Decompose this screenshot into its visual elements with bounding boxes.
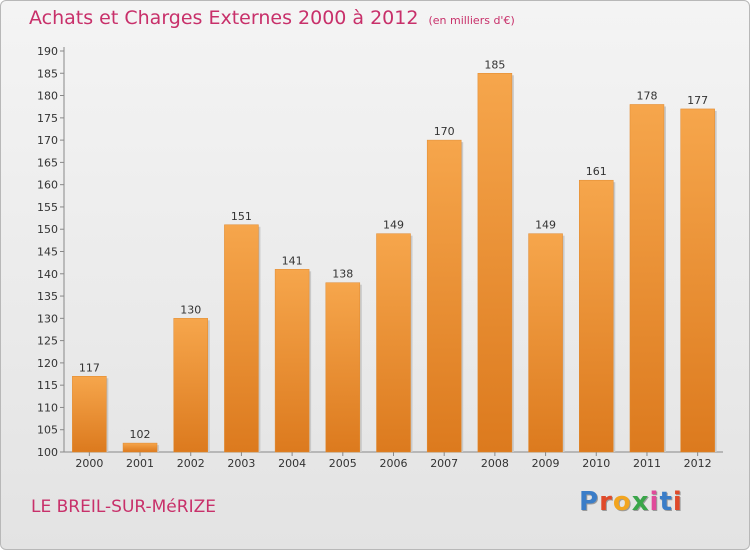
x-tick-label: 2003 [227, 457, 255, 470]
proxiti-logo[interactable]: Proxiti [579, 487, 683, 517]
y-tick-label: 155 [37, 201, 58, 214]
y-tick-label: 150 [37, 223, 58, 236]
chart-title: Achats et Charges Externes 2000 à 2012 [29, 7, 419, 29]
data-label: 117 [79, 361, 100, 374]
data-label: 149 [535, 219, 556, 232]
bar [629, 104, 665, 453]
logo-letter: x [631, 487, 650, 517]
x-tick-label: 2011 [633, 457, 661, 470]
y-tick-label: 165 [37, 156, 58, 169]
x-tick-label: 2006 [380, 457, 408, 470]
y-tick-label: 120 [37, 357, 58, 370]
bar [72, 376, 107, 453]
data-label: 170 [434, 125, 455, 138]
data-label: 161 [586, 165, 607, 178]
data-label: 151 [231, 210, 252, 223]
bar [325, 282, 361, 453]
x-tick-label: 2010 [582, 457, 610, 470]
y-tick-label: 190 [37, 45, 58, 58]
chart-labels: 2000 117 2001 102 2002 130 2003 151 2004 141 2005 1… [75, 58, 711, 470]
data-label: 138 [332, 268, 353, 281]
chart-title-row: Achats et Charges Externes 2000 à 2012 (e… [29, 7, 515, 29]
data-label: 102 [130, 428, 151, 441]
bar [528, 233, 563, 453]
logo-letter: r [599, 487, 613, 517]
y-tick-label: 100 [37, 446, 58, 459]
logo-letter: i [672, 487, 683, 517]
x-tick-label: 2009 [532, 457, 560, 470]
bar [477, 73, 513, 453]
logo-letter: t [659, 487, 673, 517]
y-tick-label: 140 [37, 268, 58, 281]
data-label: 141 [282, 254, 303, 267]
y-tick-label: 110 [37, 401, 58, 414]
x-tick-label: 2004 [278, 457, 306, 470]
logo-letter: i [649, 487, 660, 517]
logo-letter: o [612, 487, 632, 517]
bar [680, 108, 715, 453]
y-tick-label: 130 [37, 312, 58, 325]
bar [376, 233, 411, 453]
y-tick-label: 185 [37, 67, 58, 80]
x-tick-label: 2012 [684, 457, 712, 470]
x-tick-label: 2007 [430, 457, 458, 470]
x-tick-label: 2000 [75, 457, 103, 470]
chart-bars [72, 73, 717, 453]
y-tick-label: 135 [37, 290, 58, 303]
x-tick-label: 2008 [481, 457, 509, 470]
commune-name: LE BREIL-SUR-MéRIZE [31, 497, 216, 517]
y-tick-label: 145 [37, 246, 58, 259]
y-tick-label: 115 [37, 379, 58, 392]
bar [426, 139, 462, 453]
bar [173, 318, 208, 453]
y-tick-label: 160 [37, 179, 58, 192]
data-label: 185 [484, 58, 505, 71]
logo-letter: P [579, 487, 600, 517]
y-tick-label: 180 [37, 90, 58, 103]
x-tick-label: 2002 [177, 457, 205, 470]
bar [274, 269, 310, 453]
bar [224, 224, 259, 453]
data-label: 178 [636, 89, 657, 102]
data-label: 177 [687, 94, 708, 107]
chart-unit: (en milliers d'€) [428, 14, 515, 27]
y-tick-label: 125 [37, 335, 58, 348]
y-tick-label: 170 [37, 134, 58, 147]
y-tick-label: 175 [37, 112, 58, 125]
data-label: 130 [180, 303, 201, 316]
bar [122, 442, 158, 453]
data-label: 149 [383, 219, 404, 232]
x-tick-label: 2001 [126, 457, 154, 470]
y-tick-label: 105 [37, 424, 58, 437]
bar [579, 179, 614, 453]
x-tick-label: 2005 [329, 457, 357, 470]
